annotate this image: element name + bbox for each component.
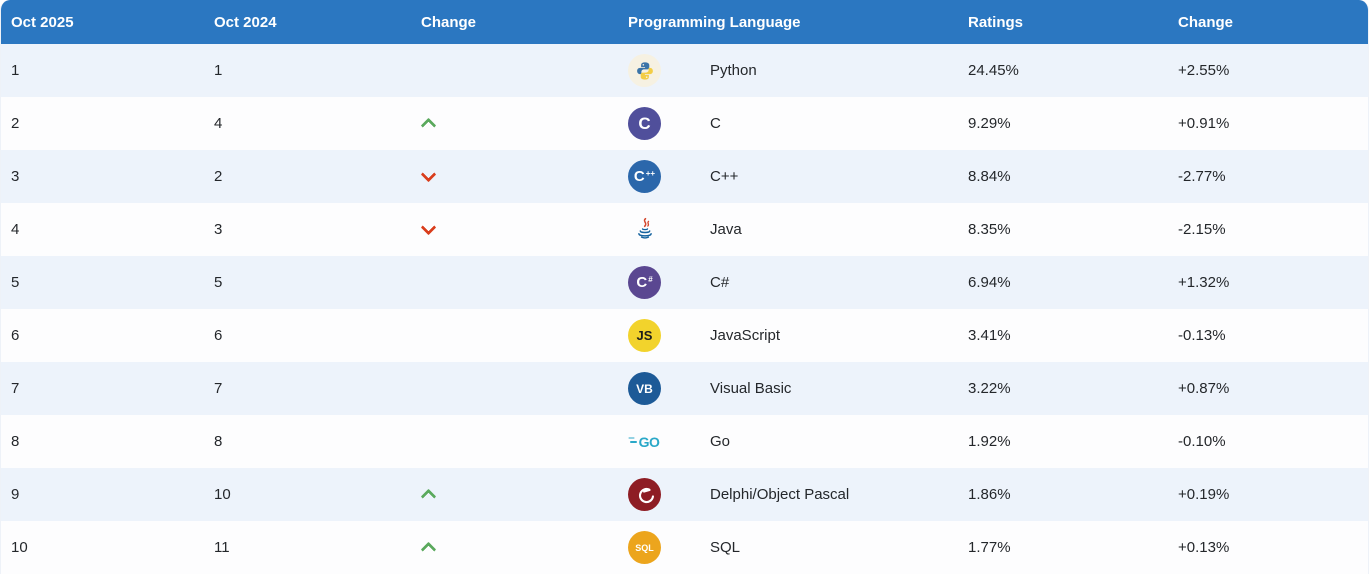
change-value: +1.32% (1178, 274, 1230, 291)
table-row: 5 5 C # C# 6.94% +1.32% (1, 256, 1368, 309)
change-down-icon (421, 220, 437, 236)
language-name: C++ (710, 168, 739, 185)
rank-2025: 10 (11, 539, 28, 556)
rank-2025: 5 (11, 274, 20, 291)
language-name: C# (710, 274, 730, 291)
header-change: Change (421, 13, 477, 31)
rank-2025: 8 (11, 433, 20, 450)
change-value: +0.91% (1178, 115, 1230, 132)
change-value: +2.55% (1178, 62, 1230, 79)
rank-2025: 7 (11, 380, 20, 397)
rating-value: 6.94% (968, 274, 1011, 291)
go-icon: GO (628, 425, 661, 458)
change-value: -2.15% (1178, 221, 1226, 238)
header-language: Programming Language (628, 13, 801, 31)
language-name: C (710, 115, 721, 132)
csharp-icon: C # (628, 266, 661, 299)
change-value: -0.13% (1178, 327, 1226, 344)
rank-2025: 4 (11, 221, 20, 238)
table-row: 3 2 C ++ C++ 8.84% -2.77% (1, 150, 1368, 203)
rating-value: 3.22% (968, 380, 1011, 397)
change-down-icon (421, 167, 437, 183)
javascript-icon: JS (628, 319, 661, 352)
rank-2024: 11 (214, 539, 230, 556)
rank-2024: 7 (214, 380, 223, 397)
c-icon: C (628, 107, 661, 140)
table-row: 10 11 SQL SQL 1.77% +0.13% (1, 521, 1368, 574)
language-name: SQL (710, 539, 741, 556)
rank-2025: 1 (11, 62, 20, 79)
change-direction-icon (421, 273, 437, 289)
table-body: 1 1 Python 24.45% +2.55% 2 4 C (1, 44, 1368, 574)
table-row: 8 8 GO Go 1.92% -0.10% (1, 415, 1368, 468)
change-direction-icon (421, 379, 437, 395)
change-direction-icon (421, 326, 437, 342)
rating-value: 8.84% (968, 168, 1011, 185)
change-up-icon (421, 114, 437, 130)
change-direction-icon (421, 61, 437, 77)
delphi-icon (628, 478, 661, 511)
table-row: 6 6 JS JavaScript 3.41% -0.13% (1, 309, 1368, 362)
language-name: Java (710, 221, 742, 238)
change-value: -2.77% (1178, 168, 1226, 185)
change-value: +0.87% (1178, 380, 1230, 397)
rank-2025: 3 (11, 168, 20, 185)
java-icon (628, 213, 661, 246)
table-row: 9 10 Delphi/Object Pascal 1.86% +0.19% (1, 468, 1368, 521)
change-value: -0.10% (1178, 433, 1226, 450)
change-direction-icon (421, 432, 437, 448)
rank-2024: 3 (214, 221, 223, 238)
header-ratings-change: Change (1178, 13, 1234, 31)
language-name: Visual Basic (710, 380, 792, 397)
table-row: 4 3 Java 8.35% -2.15% (1, 203, 1368, 256)
rank-2025: 6 (11, 327, 20, 344)
rank-2025: 9 (11, 486, 20, 503)
rating-value: 8.35% (968, 221, 1011, 238)
language-name: Python (710, 62, 757, 79)
language-name: Go (710, 433, 731, 450)
rank-2025: 2 (11, 115, 20, 132)
go-speed-lines-icon (629, 440, 637, 443)
header-ratings: Ratings (968, 13, 1024, 31)
rank-2024: 1 (214, 62, 223, 79)
rank-2024: 4 (214, 115, 223, 132)
rating-value: 1.77% (968, 539, 1011, 556)
visual-basic-icon: VB (628, 372, 661, 405)
table-header-row: Oct 2025 Oct 2024 Change Programming Lan… (1, 0, 1368, 44)
rank-2024: 5 (214, 274, 223, 291)
change-value: +0.13% (1178, 539, 1230, 556)
rating-value: 9.29% (968, 115, 1011, 132)
rank-2024: 10 (214, 486, 231, 503)
header-rank-2025: Oct 2025 (11, 13, 74, 31)
rating-value: 24.45% (968, 62, 1019, 79)
table-row: 2 4 C C 9.29% +0.91% (1, 97, 1368, 150)
language-name: Delphi/Object Pascal (710, 486, 850, 503)
rating-value: 1.86% (968, 486, 1011, 503)
cpp-icon: C ++ (628, 160, 661, 193)
table-row: 7 7 VB Visual Basic 3.22% +0.87% (1, 362, 1368, 415)
change-up-icon (421, 485, 437, 501)
rating-value: 1.92% (968, 433, 1011, 450)
rank-2024: 2 (214, 168, 223, 185)
python-icon (628, 54, 661, 87)
rating-value: 3.41% (968, 327, 1011, 344)
header-rank-2024: Oct 2024 (214, 13, 277, 31)
language-name: JavaScript (710, 327, 781, 344)
rank-2024: 6 (214, 327, 223, 344)
change-value: +0.19% (1178, 486, 1230, 503)
table-row: 1 1 Python 24.45% +2.55% (1, 44, 1368, 97)
rank-2024: 8 (214, 433, 223, 450)
sql-icon: SQL (628, 531, 661, 564)
change-up-icon (421, 538, 437, 554)
